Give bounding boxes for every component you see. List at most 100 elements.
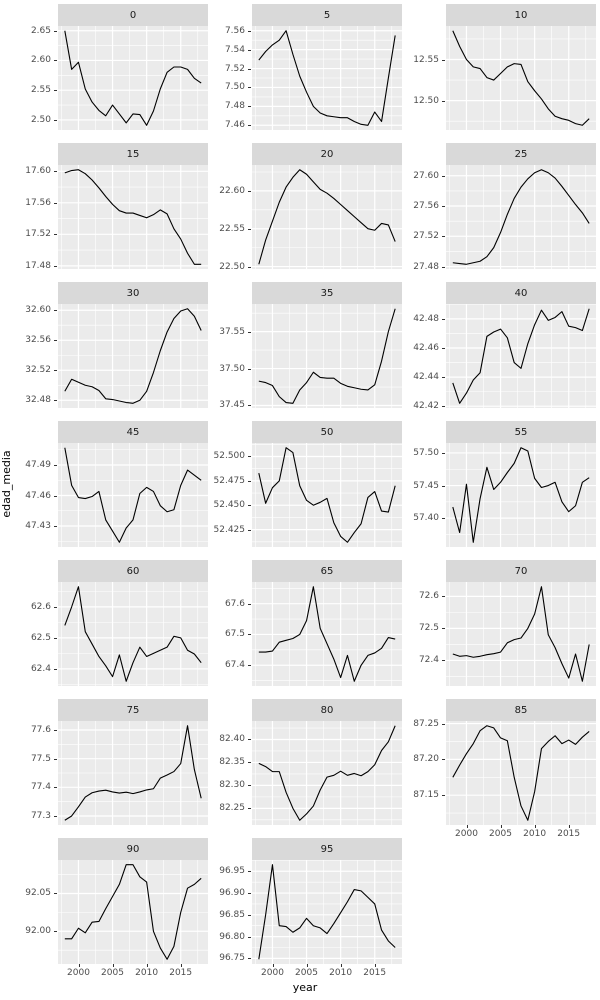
y-tick-mark <box>54 893 57 895</box>
y-tick-label: 47.43 <box>25 521 51 531</box>
y-tick-mark <box>442 795 445 797</box>
y-tick-label: 27.60 <box>413 170 439 181</box>
facet-strip-label: 40 <box>514 287 528 299</box>
y-tick-mark <box>54 340 57 342</box>
facet-strip: 15 <box>58 143 208 165</box>
x-tick-mark <box>306 964 308 967</box>
y-axis: 22.50 22.55 22.60 <box>208 143 252 272</box>
facet-strip: 75 <box>58 699 208 721</box>
y-tick-label: 47.46 <box>25 490 51 501</box>
y-axis: 77.3 77.4 77.5 77.6 <box>14 699 58 825</box>
y-tick-mark <box>442 59 445 61</box>
y-axis: 67.4 67.5 67.6 <box>208 560 252 686</box>
plot-area: 55 <box>446 421 596 547</box>
x-tick-mark <box>374 964 376 967</box>
y-tick-label: 7.52 <box>224 63 245 74</box>
facet-strip: 70 <box>446 560 596 582</box>
facet-strip-label: 65 <box>320 565 334 577</box>
y-tick-label: 82.35 <box>219 757 245 768</box>
y-tick-mark <box>54 400 57 402</box>
y-tick-mark <box>248 936 251 938</box>
facet-strip-label: 10 <box>514 9 528 21</box>
x-tick-label: 2005 <box>489 829 512 839</box>
line-chart <box>58 721 208 825</box>
y-tick-label: 96.75 <box>219 953 245 964</box>
y-tick-mark <box>442 206 445 208</box>
plot-area: 0 <box>58 4 208 130</box>
y-tick-label: 62.4 <box>30 663 51 674</box>
facet-panel: 7.46 7.48 7.50 7.52 7.54 7.56 5 <box>208 4 402 130</box>
facet-strip-label: 90 <box>126 843 140 855</box>
plot-area: 70 <box>446 560 596 686</box>
y-tick-mark <box>248 958 251 960</box>
line-chart <box>252 721 402 825</box>
y-tick-mark <box>248 739 251 741</box>
facet-panel: 87.15 87.20 87.25 85 2000 2005 2010 2015 <box>402 699 596 839</box>
x-tick-label: 2015 <box>169 968 193 978</box>
y-tick-mark <box>248 529 251 531</box>
y-tick-mark <box>248 505 251 507</box>
facet-panel: 47.43 47.46 47.49 45 <box>14 421 208 547</box>
y-tick-label: 32.48 <box>25 395 51 406</box>
line-chart <box>446 304 596 408</box>
facet-panel: 22.50 22.55 22.60 20 <box>208 143 402 272</box>
plot-area: 80 <box>252 699 402 825</box>
plot-area: 60 <box>58 560 208 686</box>
y-tick-mark <box>442 485 445 487</box>
facet-strip-label: 95 <box>320 843 334 855</box>
y-tick-mark <box>54 310 57 312</box>
plot-area: 35 <box>252 282 402 408</box>
y-tick-label: 72.6 <box>418 591 439 602</box>
y-tick-label: 96.85 <box>219 909 245 920</box>
x-tick-mark <box>500 825 502 828</box>
line-chart <box>252 304 402 408</box>
plot-area: 75 <box>58 699 208 825</box>
y-tick-label: 96.95 <box>219 866 245 877</box>
y-tick-mark <box>248 785 251 787</box>
line-chart <box>252 860 402 964</box>
facet-panel: 52.425 52.450 52.475 52.500 50 <box>208 421 402 547</box>
y-tick-mark <box>442 660 445 662</box>
y-tick-label: 92.05 <box>25 888 51 899</box>
line-chart <box>446 26 596 130</box>
x-tick-mark <box>568 825 570 828</box>
plot-area: 15 <box>58 143 208 269</box>
y-tick-mark <box>248 808 251 810</box>
y-tick-label: 82.30 <box>219 780 245 791</box>
plot-area: 90 <box>58 838 208 964</box>
y-tick-mark <box>54 465 57 466</box>
x-tick-mark <box>534 825 536 828</box>
x-tick-label: 2000 <box>67 968 90 978</box>
facet-panel: 27.48 27.52 27.56 27.60 25 <box>402 143 596 272</box>
y-tick-label: 72.4 <box>418 655 439 666</box>
facet-strip: 55 <box>446 421 596 443</box>
y-axis: 37.45 37.50 37.55 <box>208 282 252 410</box>
y-tick-label: 37.50 <box>219 363 245 374</box>
y-tick-label: 7.48 <box>224 101 245 112</box>
facet-strip: 10 <box>446 4 596 26</box>
y-tick-mark <box>248 266 251 268</box>
y-tick-mark <box>442 628 445 630</box>
y-tick-mark <box>54 171 57 173</box>
facet-strip-label: 75 <box>126 704 140 716</box>
y-tick-mark <box>442 175 445 177</box>
facet-strip-label: 50 <box>320 426 334 438</box>
facet-strip: 50 <box>252 421 402 443</box>
y-tick-mark <box>442 236 445 238</box>
y-tick-label: 96.80 <box>219 931 245 942</box>
y-tick-label: 82.40 <box>219 734 245 745</box>
y-tick-mark <box>54 265 57 267</box>
line-chart <box>252 443 402 547</box>
y-axis: 52.425 52.450 52.475 52.500 <box>208 421 252 547</box>
y-tick-mark <box>54 119 57 121</box>
facet-strip-label: 20 <box>320 148 334 160</box>
x-tick-mark <box>78 964 80 967</box>
y-tick-mark <box>248 368 251 370</box>
facet-strip: 35 <box>252 282 402 304</box>
x-tick-mark <box>112 964 114 967</box>
y-tick-label: 22.55 <box>219 223 245 234</box>
facet-strip: 30 <box>58 282 208 304</box>
line-chart <box>446 443 596 547</box>
plot-area: 25 <box>446 143 596 269</box>
